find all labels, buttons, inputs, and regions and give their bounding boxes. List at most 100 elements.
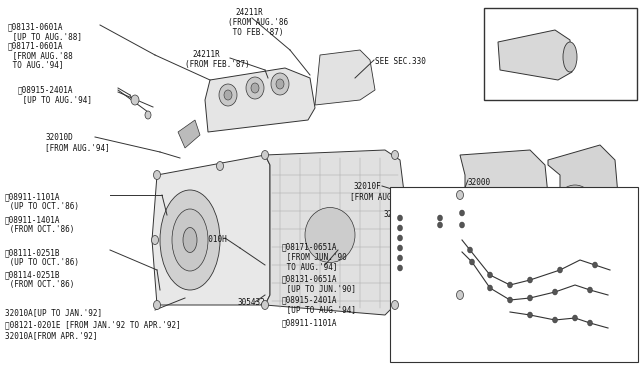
Text: (FROM AUG.'86: (FROM AUG.'86 [228, 18, 288, 27]
Text: 32197A: 32197A [452, 342, 477, 348]
Ellipse shape [131, 95, 139, 105]
Ellipse shape [392, 301, 399, 310]
Ellipse shape [460, 222, 465, 228]
Text: Ⓑ08111-0251B: Ⓑ08111-0251B [5, 248, 61, 257]
Ellipse shape [488, 272, 493, 278]
Ellipse shape [397, 265, 403, 271]
Ellipse shape [527, 312, 532, 318]
Ellipse shape [456, 291, 463, 299]
Text: 32010A[FROM APR.'92]: 32010A[FROM APR.'92] [5, 331, 97, 340]
Text: 32088A: 32088A [560, 213, 586, 219]
Polygon shape [178, 120, 200, 148]
Ellipse shape [392, 151, 399, 160]
Text: 32088A: 32088A [452, 208, 477, 214]
Text: (FROM OCT.'86): (FROM OCT.'86) [5, 280, 74, 289]
Text: 32010D: 32010D [45, 133, 73, 142]
Text: [FROM JUN.'90: [FROM JUN.'90 [282, 252, 347, 261]
Ellipse shape [154, 301, 161, 310]
Ellipse shape [224, 90, 232, 100]
Ellipse shape [508, 297, 513, 303]
Text: 32197A: 32197A [555, 225, 580, 231]
Text: 305432: 305432 [238, 298, 266, 307]
Ellipse shape [563, 42, 577, 72]
Ellipse shape [588, 287, 593, 293]
Ellipse shape [527, 277, 532, 283]
Text: 24211R: 24211R [192, 50, 220, 59]
Text: 32010A[UP TO JAN.'92]: 32010A[UP TO JAN.'92] [5, 308, 102, 317]
Text: 32197: 32197 [452, 222, 473, 228]
Text: 32000: 32000 [468, 178, 491, 187]
Ellipse shape [488, 285, 493, 291]
Ellipse shape [547, 185, 603, 275]
Ellipse shape [160, 190, 220, 290]
Ellipse shape [467, 247, 472, 253]
Text: (T+KC)>4WD>KA24E: (T+KC)>4WD>KA24E [420, 195, 488, 202]
Text: ^320  00 R: ^320 00 R [498, 356, 541, 362]
Text: 32088P: 32088P [570, 200, 595, 206]
Ellipse shape [152, 235, 159, 244]
Text: [FROM AUG.'94]: [FROM AUG.'94] [350, 192, 415, 201]
Ellipse shape [246, 77, 264, 99]
Text: KP100: KP100 [543, 20, 568, 29]
Ellipse shape [145, 111, 151, 119]
Ellipse shape [172, 209, 208, 271]
Ellipse shape [460, 210, 465, 216]
Text: Ⓝ08911-1101A: Ⓝ08911-1101A [282, 318, 337, 327]
Ellipse shape [588, 320, 593, 326]
Text: 32088N: 32088N [394, 262, 419, 268]
Ellipse shape [508, 282, 513, 288]
Ellipse shape [262, 301, 269, 310]
Polygon shape [498, 30, 572, 80]
Ellipse shape [183, 228, 197, 253]
Ellipse shape [552, 289, 557, 295]
Ellipse shape [593, 262, 598, 268]
Ellipse shape [438, 222, 442, 228]
Text: Ⓑ08131-0651A: Ⓑ08131-0651A [282, 274, 337, 283]
Text: 32010F: 32010F [354, 182, 381, 191]
Ellipse shape [262, 151, 269, 160]
Ellipse shape [552, 317, 557, 323]
Text: 32088G: 32088G [394, 242, 419, 248]
Bar [484, 8, 637, 100]
Ellipse shape [397, 215, 403, 221]
Ellipse shape [397, 255, 403, 261]
Ellipse shape [397, 225, 403, 231]
Text: [FROM AUG.'94]: [FROM AUG.'94] [45, 143, 109, 152]
Ellipse shape [154, 170, 161, 180]
Text: Ⓑ08131-0601A: Ⓑ08131-0601A [8, 22, 63, 31]
Ellipse shape [305, 208, 355, 263]
Text: 32010H: 32010H [200, 235, 228, 244]
Text: 32088A: 32088A [500, 200, 525, 206]
Ellipse shape [470, 259, 474, 265]
Ellipse shape [251, 83, 259, 93]
Text: [UP TO AUG.'94]: [UP TO AUG.'94] [18, 95, 92, 104]
Text: Ⓑ08171-0651A: Ⓑ08171-0651A [282, 242, 337, 251]
Text: 32088A: 32088A [394, 232, 419, 238]
Polygon shape [265, 150, 405, 315]
Text: 24211R: 24211R [235, 8, 263, 17]
Ellipse shape [527, 295, 532, 301]
Text: [FROM AUG.'88: [FROM AUG.'88 [8, 51, 73, 60]
Ellipse shape [397, 235, 403, 241]
Ellipse shape [219, 84, 237, 106]
Polygon shape [205, 68, 315, 132]
Text: Ⓑ08114-0251B: Ⓑ08114-0251B [5, 270, 61, 279]
Text: Ⓝ08915-2401A: Ⓝ08915-2401A [282, 295, 337, 304]
Ellipse shape [397, 245, 403, 251]
Text: TO FEB.'87): TO FEB.'87) [228, 28, 284, 37]
Text: TO AUG.'94]: TO AUG.'94] [8, 60, 63, 69]
Ellipse shape [438, 215, 442, 221]
Text: Ⓝ08911-1401A: Ⓝ08911-1401A [5, 215, 61, 224]
Polygon shape [395, 195, 475, 295]
Ellipse shape [216, 161, 223, 170]
Text: 32088A: 32088A [394, 252, 419, 258]
Text: Ⓡ08915-2401A: Ⓡ08915-2401A [18, 85, 74, 94]
Text: (FROM FEB.'87): (FROM FEB.'87) [185, 60, 250, 69]
Text: 32088A: 32088A [394, 210, 419, 216]
Text: TO AUG.'94]: TO AUG.'94] [282, 262, 337, 271]
Ellipse shape [271, 73, 289, 95]
Text: [UP TO AUG.'88]: [UP TO AUG.'88] [8, 32, 82, 41]
Polygon shape [315, 50, 375, 105]
Text: Ⓝ08911-1101A: Ⓝ08911-1101A [5, 192, 61, 201]
Text: 32088M: 32088M [394, 222, 419, 228]
